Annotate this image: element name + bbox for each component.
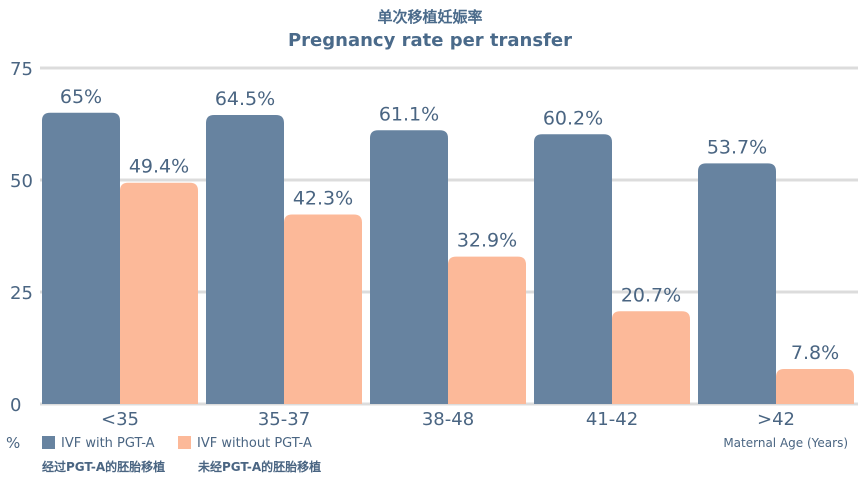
bar-pgta-0 <box>42 112 120 405</box>
chart-title: 单次移植妊娠率 <box>377 8 483 26</box>
legend-swatch-no-pgta <box>178 436 191 449</box>
bar-no-pgta-0 <box>120 182 198 404</box>
data-label-no-pgta-3: 20.7% <box>621 284 681 306</box>
x-tick-label-3: 41-42 <box>586 409 638 430</box>
x-tick-label-1: 35-37 <box>258 409 310 430</box>
bar-pgta-3 <box>534 134 612 404</box>
data-label-pgta-0: 65% <box>60 86 102 108</box>
legend-sub-pgta: 经过PGT-A的胚胎移植 <box>42 460 166 474</box>
bar-no-pgta-3 <box>612 311 690 404</box>
legend-swatch-pgta <box>42 436 55 449</box>
bar-pgta-4 <box>698 163 776 404</box>
y-tick-label-0: 0 <box>10 395 21 416</box>
y-tick-label-75: 75 <box>10 59 33 80</box>
bar-pgta-1 <box>206 115 284 404</box>
x-tick-label-4: >42 <box>757 409 795 430</box>
bar-no-pgta-1 <box>284 214 362 404</box>
data-label-no-pgta-0: 49.4% <box>129 156 189 178</box>
legend-label-pgta: IVF with PGT-A <box>61 436 155 451</box>
bar-pgta-2 <box>370 130 448 404</box>
bar-no-pgta-4 <box>776 369 854 404</box>
legend-item-no-pgta: IVF without PGT-A <box>178 436 312 451</box>
bar-no-pgta-2 <box>448 256 526 404</box>
y-tick-label-25: 25 <box>10 283 33 304</box>
y-tick-label-50: 50 <box>10 171 33 192</box>
y-axis-unit: % <box>6 434 21 452</box>
data-label-pgta-3: 60.2% <box>543 107 603 129</box>
data-label-pgta-1: 64.5% <box>215 88 275 110</box>
x-tick-label-2: 38-48 <box>422 409 474 430</box>
data-label-no-pgta-4: 7.8% <box>791 342 839 364</box>
data-label-no-pgta-2: 32.9% <box>457 230 517 252</box>
legend-sub-no-pgta: 未经PGT-A的胚胎移植 <box>198 460 322 474</box>
legend-item-pgta: IVF with PGT-A <box>42 436 155 451</box>
legend-label-no-pgta: IVF without PGT-A <box>197 436 312 451</box>
x-axis-title: Maternal Age (Years) <box>723 436 848 450</box>
x-tick-label-0: <35 <box>101 409 139 430</box>
data-label-pgta-2: 61.1% <box>379 103 439 125</box>
data-label-pgta-4: 53.7% <box>707 136 767 158</box>
chart-subtitle: Pregnancy rate per transfer <box>287 30 573 51</box>
data-label-no-pgta-1: 42.3% <box>293 187 353 209</box>
